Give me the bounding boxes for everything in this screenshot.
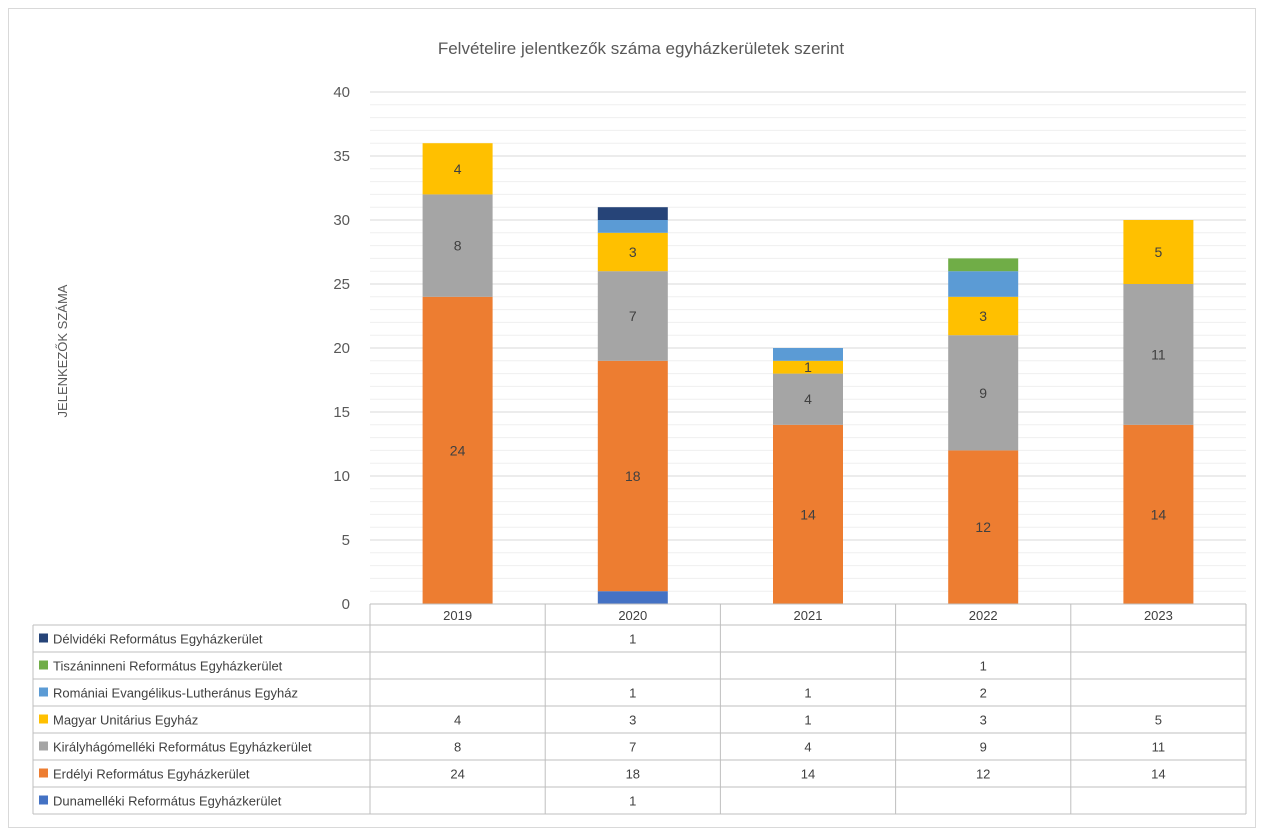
y-tick-label: 40 — [333, 84, 350, 101]
table-cell-value: 11 — [1152, 740, 1166, 755]
table-series-name: Erdélyi Református Egyházkerület — [53, 767, 250, 782]
table-cell-value: 18 — [626, 767, 640, 782]
table-series-name: Romániai Evangélikus-Lutheránus Egyház — [53, 686, 298, 701]
chart-title: Felvételire jelentkezők száma egyházkerü… — [438, 39, 845, 58]
bar-data-label: 18 — [625, 468, 641, 484]
bar-segment — [597, 271, 668, 361]
table-series-name: Királyhágómelléki Református Egyházkerül… — [53, 740, 312, 755]
bar-segment — [1123, 284, 1194, 425]
bar-data-label: 4 — [804, 391, 812, 407]
table-cell-value: 12 — [976, 767, 990, 782]
table-cell-value: 1 — [629, 794, 636, 809]
x-category-label: 2020 — [618, 608, 647, 623]
legend-key — [39, 660, 48, 670]
bar-data-label: 9 — [979, 385, 987, 401]
legend-key — [39, 741, 48, 751]
bar-segment — [773, 348, 843, 361]
legend-key — [39, 795, 48, 805]
bar-segment — [948, 271, 1019, 297]
table-cell-value: 1 — [804, 686, 811, 701]
bar-data-label: 14 — [800, 506, 816, 522]
y-tick-label: 15 — [333, 404, 350, 421]
bar-data-label: 7 — [629, 308, 637, 324]
x-category-label: 2022 — [969, 608, 998, 623]
table-cell-value: 1 — [804, 713, 811, 728]
bar-segment — [1123, 424, 1194, 604]
legend-key — [39, 714, 48, 724]
x-category-label: 2019 — [443, 608, 472, 623]
bar-segment — [422, 296, 493, 604]
table-cell-value: 4 — [804, 740, 811, 755]
y-axis: 0 5 10 15 20 25 30 35 40 — [333, 84, 350, 613]
table-cell-value: 1 — [629, 632, 636, 647]
y-tick-label: 20 — [333, 340, 350, 357]
chart-svg: Felvételire jelentkezők száma egyházkerü… — [32, 39, 1247, 815]
x-category-label: 2023 — [1144, 608, 1173, 623]
bar-data-label: 1 — [804, 359, 812, 375]
x-category-label: 2021 — [794, 608, 823, 623]
bar-segment — [948, 450, 1019, 604]
bars — [422, 143, 1194, 604]
y-tick-label: 10 — [333, 468, 350, 485]
bar-segment — [597, 232, 668, 272]
bar-data-label: 14 — [1151, 506, 1167, 522]
bar-segment — [597, 360, 668, 592]
y-tick-label: 5 — [342, 532, 350, 549]
bar-segment — [1123, 220, 1194, 284]
table-cell-value: 8 — [454, 740, 461, 755]
bar-segment — [597, 220, 668, 233]
bar-segment — [597, 207, 668, 220]
table-cell-value: 2 — [980, 686, 987, 701]
table-cell-value: 24 — [450, 767, 464, 782]
bar-segment — [422, 143, 493, 195]
bar-data-label: 3 — [629, 244, 637, 260]
table-cell-value: 14 — [801, 767, 815, 782]
table-cell-value: 7 — [629, 740, 636, 755]
bar-segment — [948, 335, 1019, 451]
chart-frame: Felvételire jelentkezők száma egyházkerü… — [8, 8, 1256, 828]
bar-data-label: 12 — [975, 519, 991, 535]
bar-data-label: 5 — [1155, 244, 1163, 260]
table-cell-value: 4 — [454, 713, 461, 728]
legend-key — [39, 687, 48, 697]
y-tick-label: 30 — [333, 212, 350, 229]
bar-data-label: 11 — [1151, 346, 1166, 362]
bar-segment — [948, 296, 1019, 336]
data-table: 2019 2020 2021 2022 2023 Délvidéki Református… — [32, 603, 1247, 815]
bar-segment — [773, 373, 843, 425]
table-cell-value: 5 — [1155, 713, 1162, 728]
table-cell-value: 9 — [980, 740, 987, 755]
table-cell-value: 3 — [980, 713, 987, 728]
table-cell-value: 3 — [629, 713, 636, 728]
bar-data-label: 8 — [454, 238, 462, 254]
bar-segment — [773, 424, 843, 604]
y-tick-label: 25 — [333, 276, 350, 293]
table-series-name: Tiszáninneni Református Egyházkerület — [53, 659, 283, 674]
bar-segment — [773, 360, 843, 374]
legend-key — [39, 768, 48, 778]
bar-segment — [422, 194, 493, 297]
legend-key — [39, 633, 48, 643]
bar-data-label: 4 — [454, 161, 462, 177]
y-tick-label: 35 — [333, 148, 350, 165]
bar-segment — [597, 591, 668, 604]
bar-data-label: 3 — [979, 308, 987, 324]
y-tick-label: 0 — [342, 596, 350, 613]
y-axis-label: JELENKEZŐK SZÁMA — [55, 284, 70, 417]
data-labels: 24 8 4 18 7 3 14 4 1 12 9 3 14 11 5 — [450, 161, 1167, 535]
bar-segment — [948, 258, 1019, 272]
table-series-name: Dunamelléki Református Egyházkerület — [53, 794, 282, 809]
table-cell-value: 1 — [980, 659, 987, 674]
table-series-name: Magyar Unitárius Egyház — [53, 713, 198, 728]
table-series-name: Délvidéki Református Egyházkerület — [53, 632, 263, 647]
table-cell-value: 14 — [1151, 767, 1165, 782]
bar-data-label: 24 — [450, 442, 466, 458]
table-cell-value: 1 — [629, 686, 636, 701]
